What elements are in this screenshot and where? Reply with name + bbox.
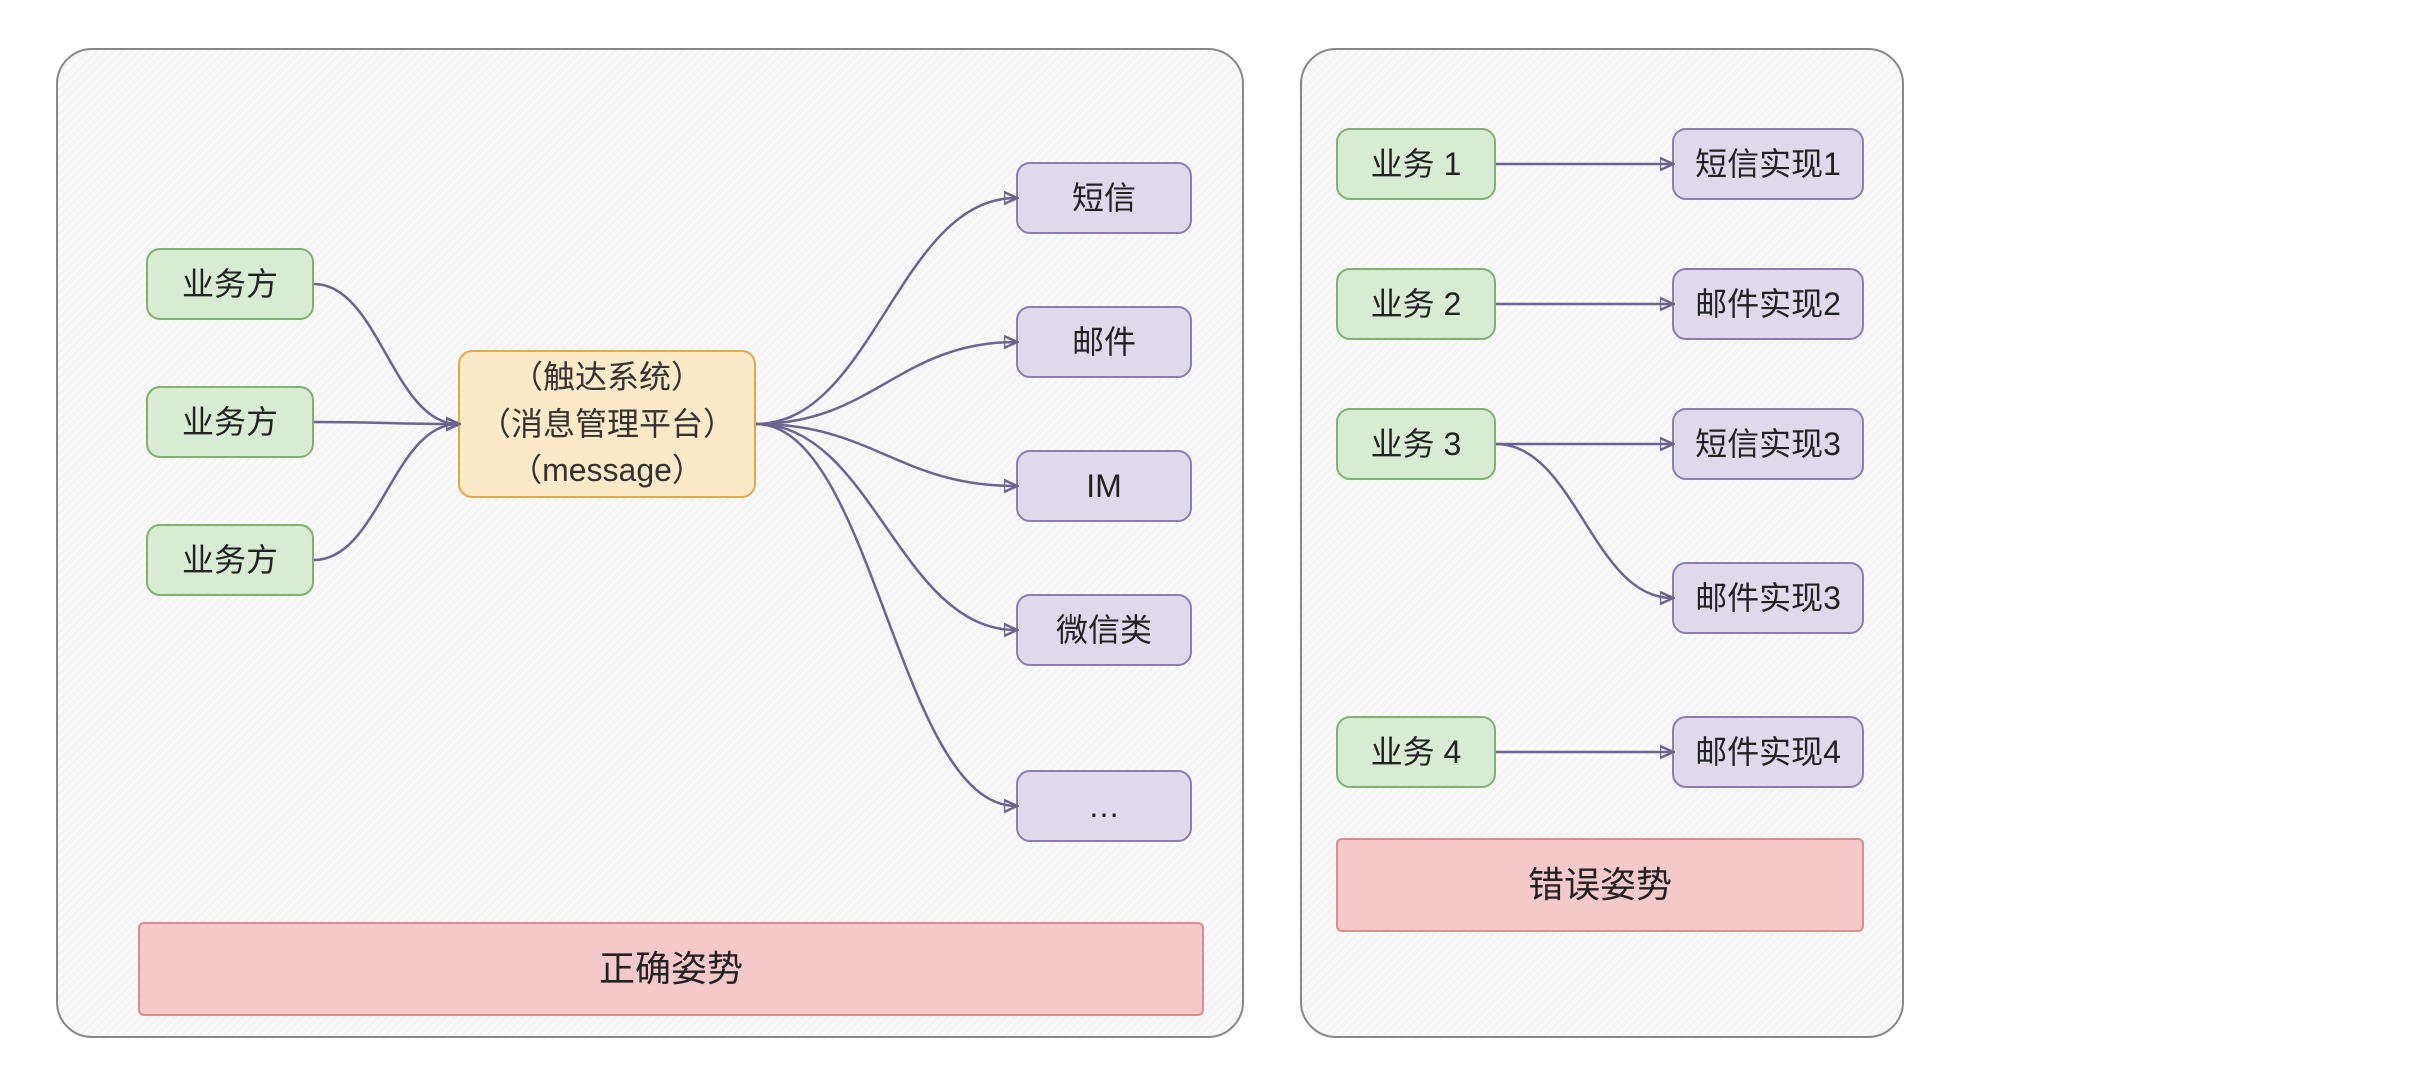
node-im: IM <box>1016 450 1192 522</box>
edge-biz2-center <box>314 422 458 424</box>
node-mail: 邮件 <box>1016 306 1192 378</box>
node-rb2: 业务 2 <box>1336 268 1496 340</box>
node-biz1: 业务方 <box>146 248 314 320</box>
node-ri4: 邮件实现4 <box>1672 716 1864 788</box>
node-more: … <box>1016 770 1192 842</box>
panel-right: 业务 1 业务 2 业务 3 业务 4 短信实现1 邮件实现2 短信实现3 邮件实现3 邮件实现… <box>1300 48 1904 1038</box>
node-ri3b: 邮件实现3 <box>1672 562 1864 634</box>
node-sms: 短信 <box>1016 162 1192 234</box>
edge-center-im <box>756 424 1016 486</box>
edge-rb3-ri3b <box>1496 444 1672 598</box>
node-capL: 正确姿势 <box>138 922 1204 1016</box>
edge-center-wechat <box>756 424 1016 630</box>
edge-biz3-center <box>314 424 458 560</box>
node-wechat: 微信类 <box>1016 594 1192 666</box>
edge-center-more <box>756 424 1016 806</box>
node-rb1: 业务 1 <box>1336 128 1496 200</box>
edge-center-sms <box>756 198 1016 424</box>
node-ri1: 短信实现1 <box>1672 128 1864 200</box>
node-rb4: 业务 4 <box>1336 716 1496 788</box>
node-center: （触达系统） （消息管理平台） （message） <box>458 350 756 498</box>
node-ri2: 邮件实现2 <box>1672 268 1864 340</box>
edge-center-mail <box>756 342 1016 424</box>
node-ri3: 短信实现3 <box>1672 408 1864 480</box>
edge-biz1-center <box>314 284 458 424</box>
node-capR: 错误姿势 <box>1336 838 1864 932</box>
panel-left: 业务方业务方业务方（触达系统） （消息管理平台） （message）短信邮件IM… <box>56 48 1244 1038</box>
node-biz3: 业务方 <box>146 524 314 596</box>
node-rb3: 业务 3 <box>1336 408 1496 480</box>
node-biz2: 业务方 <box>146 386 314 458</box>
